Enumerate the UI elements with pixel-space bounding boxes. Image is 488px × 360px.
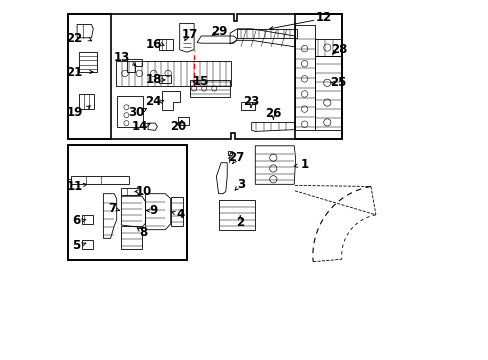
Text: 13: 13 <box>114 51 130 64</box>
Text: 12: 12 <box>315 11 331 24</box>
Text: 25: 25 <box>329 76 346 89</box>
Text: 11: 11 <box>67 180 83 193</box>
Text: 22: 22 <box>66 32 82 45</box>
Text: 14: 14 <box>132 120 148 133</box>
Text: 26: 26 <box>264 107 281 120</box>
Text: 28: 28 <box>330 43 346 56</box>
Text: 23: 23 <box>243 95 259 108</box>
Text: 3: 3 <box>236 178 244 191</box>
Text: 24: 24 <box>145 95 162 108</box>
Text: 2: 2 <box>236 216 244 229</box>
Text: 18: 18 <box>145 73 162 86</box>
Text: 6: 6 <box>72 214 80 227</box>
Text: 27: 27 <box>228 151 244 164</box>
Text: 30: 30 <box>128 106 144 119</box>
Text: 17: 17 <box>181 28 198 41</box>
Text: 9: 9 <box>149 204 158 217</box>
Text: 16: 16 <box>145 38 162 51</box>
Text: 1: 1 <box>300 158 308 171</box>
Text: 5: 5 <box>72 239 80 252</box>
Text: 21: 21 <box>66 66 82 78</box>
Text: 4: 4 <box>176 208 184 221</box>
Text: 7: 7 <box>108 202 116 215</box>
Text: 20: 20 <box>169 120 185 133</box>
Text: 29: 29 <box>211 25 227 38</box>
Text: 10: 10 <box>135 185 151 198</box>
Text: 19: 19 <box>66 106 82 119</box>
Text: 8: 8 <box>139 226 147 239</box>
Text: 15: 15 <box>192 75 208 88</box>
